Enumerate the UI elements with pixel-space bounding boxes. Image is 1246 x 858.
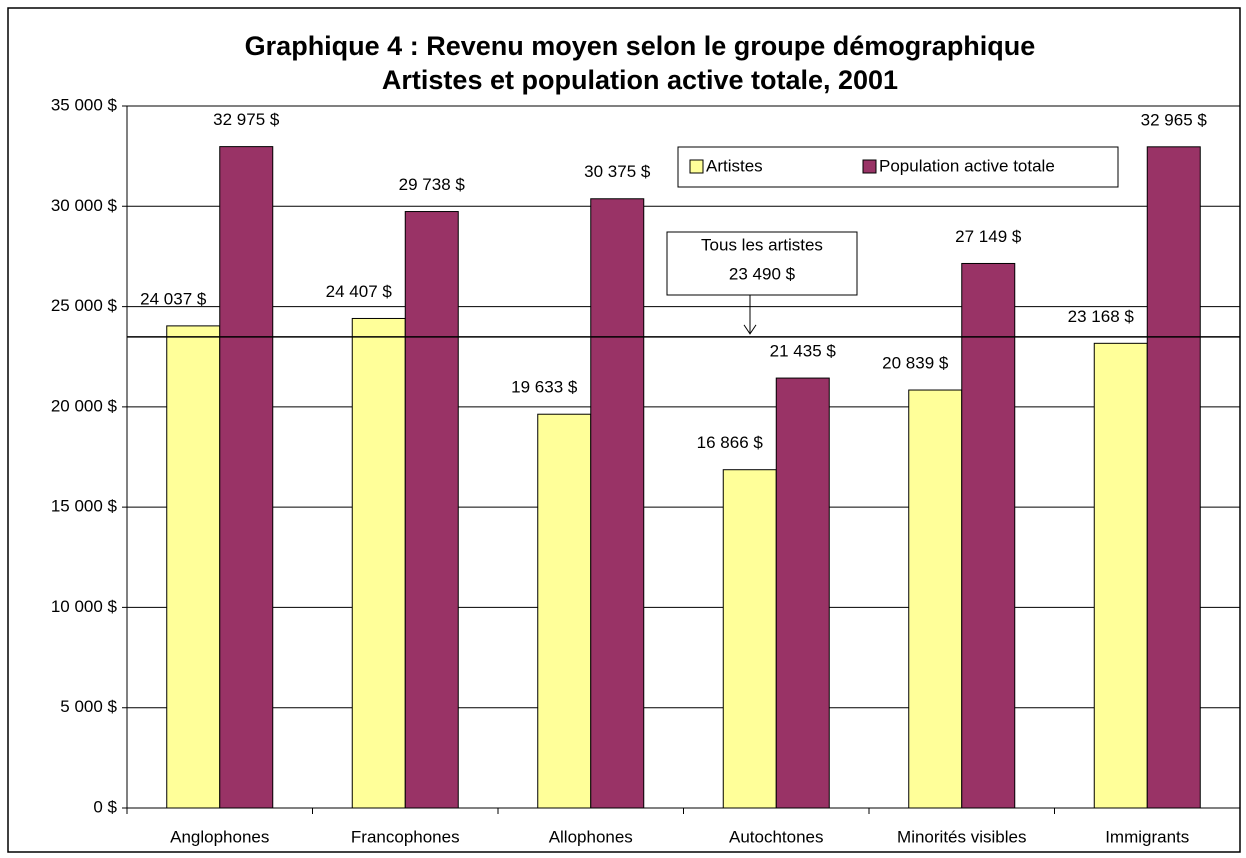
bar (590, 198, 645, 809)
y-tick-label: 15 000 $ (51, 497, 118, 516)
legend-box (677, 146, 1119, 188)
bar (219, 146, 274, 809)
value-label: 21 435 $ (770, 342, 837, 361)
bar (961, 262, 1016, 809)
value-label: 23 168 $ (1068, 307, 1135, 326)
bar (166, 325, 221, 809)
value-label: 32 975 $ (213, 110, 280, 129)
x-tick-label: Minorités visibles (897, 827, 1026, 846)
bar (404, 211, 459, 809)
legend-swatch (862, 159, 877, 174)
y-tick-label: 0 $ (93, 797, 117, 816)
x-tick-label: Autochtones (729, 827, 824, 846)
annotation-value: 23 490 $ (729, 264, 796, 283)
value-label: 29 738 $ (399, 175, 466, 194)
annotation-text: Tous les artistes (701, 235, 823, 254)
arrow-head (743, 324, 757, 335)
bar (1093, 342, 1148, 809)
y-tick-label: 10 000 $ (51, 597, 118, 616)
value-label: 19 633 $ (511, 378, 578, 397)
value-label: 27 149 $ (955, 227, 1022, 246)
bar (1146, 146, 1201, 809)
bar (908, 389, 963, 809)
bar (351, 317, 406, 809)
y-tick-label: 25 000 $ (51, 296, 118, 315)
y-tick-label: 35 000 $ (51, 95, 118, 114)
x-tick-label: Allophones (549, 827, 633, 846)
legend-label: Population active totale (879, 156, 1055, 175)
value-label: 20 839 $ (882, 354, 949, 373)
value-label: 32 965 $ (1141, 110, 1208, 129)
bar (722, 469, 777, 809)
x-tick-label: Immigrants (1105, 827, 1189, 846)
x-tick-label: Anglophones (170, 827, 269, 846)
value-label: 24 407 $ (326, 282, 393, 301)
annotation-box (666, 231, 858, 296)
chart-subtitle: Artistes et population active totale, 20… (382, 65, 898, 95)
y-tick-label: 5 000 $ (60, 697, 117, 716)
value-label: 16 866 $ (697, 433, 764, 452)
value-label: 30 375 $ (584, 162, 651, 181)
y-tick-label: 20 000 $ (51, 396, 118, 415)
legend-swatch (689, 159, 704, 174)
legend-label: Artistes (706, 156, 763, 175)
value-label: 24 037 $ (140, 289, 207, 308)
x-tick-label: Francophones (351, 827, 460, 846)
chart-title: Graphique 4 : Revenu moyen selon le grou… (245, 31, 1036, 61)
bar (775, 377, 830, 809)
bar (537, 413, 592, 809)
y-tick-label: 30 000 $ (51, 196, 118, 215)
